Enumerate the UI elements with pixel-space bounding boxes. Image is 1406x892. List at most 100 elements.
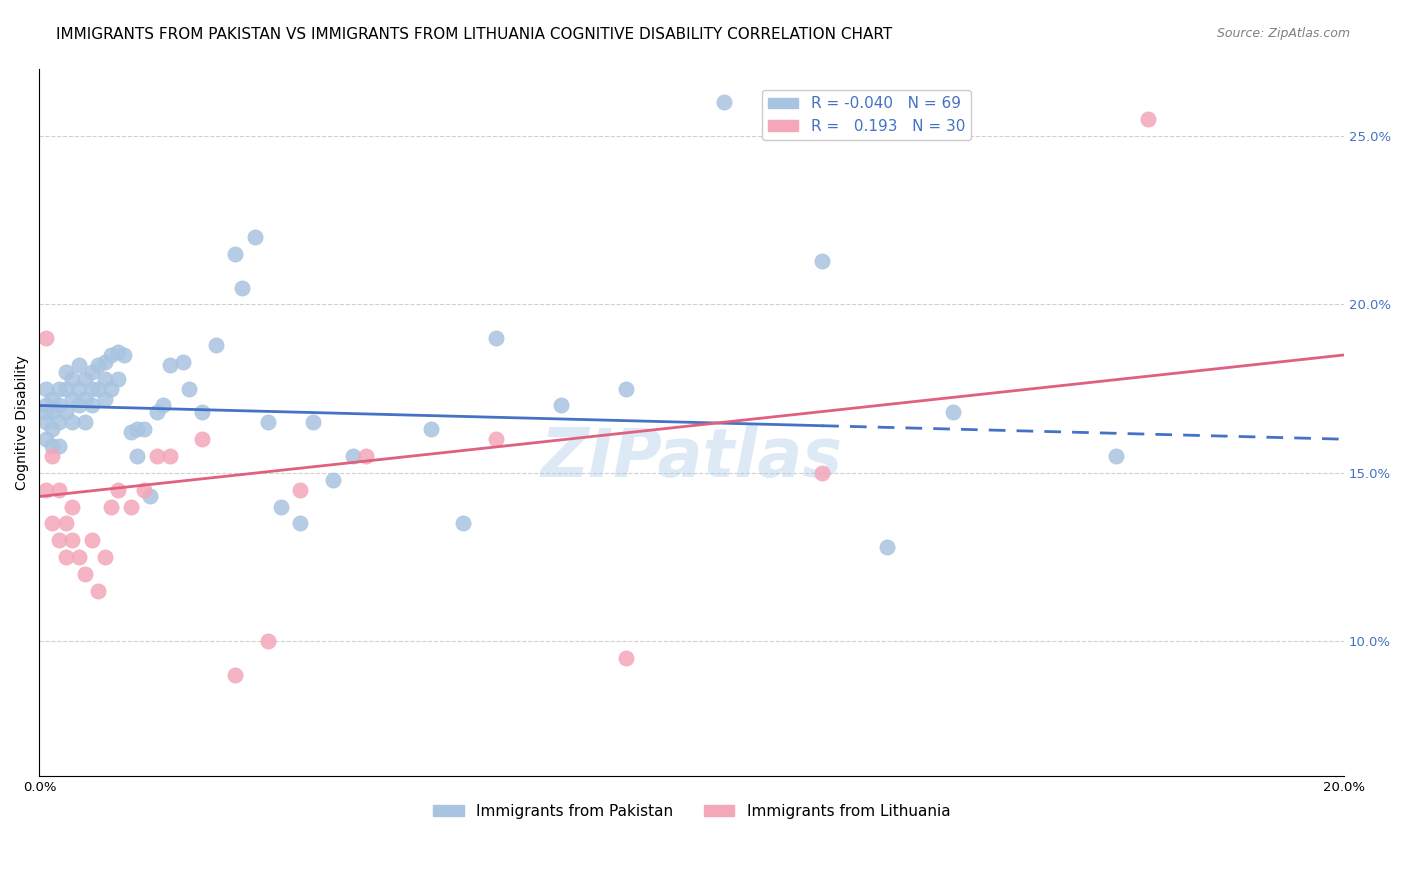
Point (80, 533, 103, 548)
Point (60, 371, 83, 385)
Point (87, 358, 110, 372)
Point (55, 382, 77, 396)
Point (127, 422, 149, 436)
Point (75, 415, 97, 429)
Point (485, 432, 508, 446)
Point (75, 371, 97, 385)
Point (342, 449, 364, 463)
Point (35, 331, 58, 345)
Point (224, 668, 246, 682)
Point (107, 344, 129, 359)
Point (172, 354, 194, 368)
Point (322, 473, 344, 487)
Point (224, 247, 246, 261)
Point (93, 371, 115, 385)
Point (419, 422, 441, 436)
Point (120, 500, 142, 514)
Point (107, 371, 129, 385)
Point (41, 449, 63, 463)
Point (41, 516, 63, 531)
Point (127, 449, 149, 463)
Point (35, 483, 58, 497)
Point (48, 415, 70, 429)
Point (179, 382, 201, 396)
Point (231, 280, 253, 294)
Point (204, 338, 226, 352)
Point (48, 483, 70, 497)
Point (302, 415, 325, 429)
Point (55, 550, 77, 565)
Point (93, 354, 115, 368)
Point (93, 392, 115, 406)
Point (87, 583, 110, 598)
Point (48, 439, 70, 453)
Point (243, 230, 266, 244)
Point (453, 516, 475, 531)
Point (75, 392, 97, 406)
Point (485, 331, 508, 345)
Point (41, 439, 63, 453)
Point (191, 432, 214, 446)
Point (41, 405, 63, 419)
Point (1105, 449, 1128, 463)
Point (139, 490, 162, 504)
Point (48, 382, 70, 396)
Point (67, 550, 90, 565)
Point (80, 399, 103, 413)
Point (35, 399, 58, 413)
Point (354, 449, 377, 463)
Point (87, 382, 110, 396)
Point (811, 466, 834, 480)
Point (713, 95, 735, 110)
Point (67, 399, 90, 413)
Point (60, 500, 83, 514)
Point (100, 500, 122, 514)
Point (41, 392, 63, 406)
Text: Source: ZipAtlas.com: Source: ZipAtlas.com (1216, 27, 1350, 40)
Point (67, 382, 90, 396)
Point (48, 399, 70, 413)
Point (616, 651, 638, 665)
Point (60, 533, 83, 548)
Point (550, 399, 572, 413)
Point (132, 483, 155, 497)
Point (132, 422, 155, 436)
Point (256, 634, 278, 648)
Text: ZIPatlas: ZIPatlas (541, 425, 842, 491)
Point (107, 483, 129, 497)
Point (876, 540, 898, 554)
Point (80, 382, 103, 396)
Point (942, 405, 965, 419)
Point (55, 365, 77, 379)
Point (48, 533, 70, 548)
Point (35, 405, 58, 419)
Legend: Immigrants from Pakistan, Immigrants from Lithuania: Immigrants from Pakistan, Immigrants fro… (427, 798, 956, 825)
Point (290, 516, 312, 531)
Point (146, 449, 169, 463)
Point (41, 422, 63, 436)
Point (75, 566, 97, 581)
Point (35, 415, 58, 429)
Y-axis label: Cognitive Disability: Cognitive Disability (15, 355, 30, 490)
Point (120, 425, 142, 440)
Text: IMMIGRANTS FROM PAKISTAN VS IMMIGRANTS FROM LITHUANIA COGNITIVE DISABILITY CORRE: IMMIGRANTS FROM PAKISTAN VS IMMIGRANTS F… (56, 27, 893, 42)
Point (159, 358, 181, 372)
Point (256, 415, 278, 429)
Point (146, 405, 169, 419)
Point (290, 483, 312, 497)
Point (270, 500, 292, 514)
Point (67, 358, 90, 372)
Point (55, 516, 77, 531)
Point (80, 365, 103, 379)
Point (811, 253, 834, 268)
Point (60, 392, 83, 406)
Point (60, 415, 83, 429)
Point (35, 382, 58, 396)
Point (93, 550, 115, 565)
Point (35, 432, 58, 446)
Point (100, 348, 122, 362)
Point (112, 348, 135, 362)
Point (1137, 112, 1160, 126)
Point (100, 382, 122, 396)
Point (152, 399, 174, 413)
